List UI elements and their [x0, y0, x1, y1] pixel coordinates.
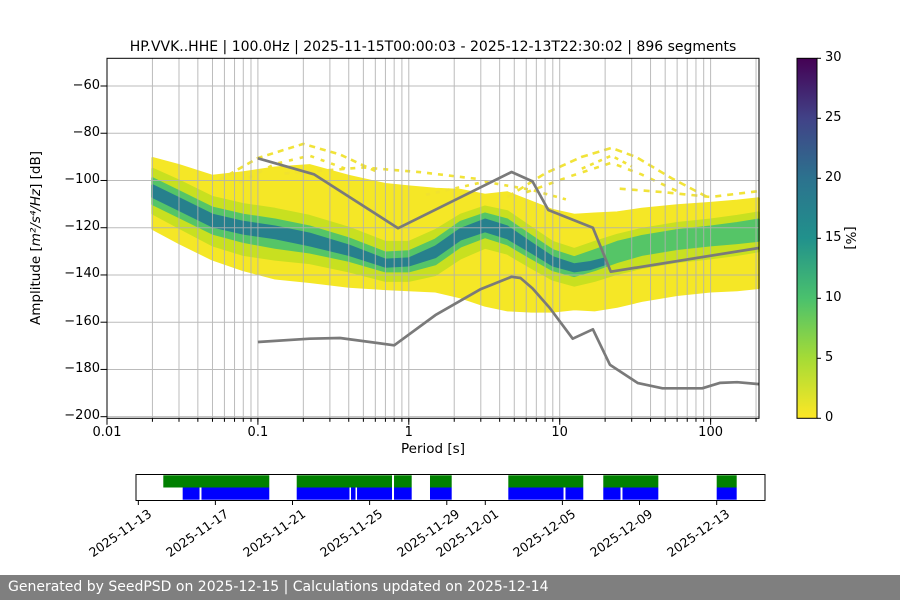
- ppsd-density-cloud: [151, 142, 760, 313]
- timeline-segment-data-availability: [508, 475, 584, 488]
- timeline-segment-psd-coverage: [201, 487, 270, 500]
- colorbar-tick-label: 0: [825, 409, 834, 425]
- timeline-segment-psd-coverage: [182, 487, 200, 500]
- timeline-segment-data-availability: [716, 475, 737, 488]
- y-axis-label-units: m²/s⁴/Hz: [28, 188, 44, 247]
- axes-frame: [106, 57, 760, 419]
- timeline-segment-data-availability: [163, 475, 270, 488]
- plot-title: HP.VVK..HHE | 100.0Hz | 2025-11-15T00:00…: [129, 39, 737, 55]
- timeline-segment-psd-coverage: [565, 487, 584, 500]
- timeline-segment-psd-coverage: [508, 487, 564, 500]
- colorbar-tick-label: 15: [825, 229, 842, 245]
- x-tick-label: 1: [404, 425, 413, 441]
- x-tick-label: 100: [698, 425, 723, 441]
- x-tick-label: 10: [551, 425, 568, 441]
- timeline-segment-psd-coverage: [394, 487, 412, 500]
- y-tick-label: −100: [64, 171, 100, 187]
- y-tick-label: −200: [64, 408, 100, 424]
- y-tick-label: −120: [64, 219, 100, 235]
- timeline-segment-data-availability: [603, 475, 659, 488]
- sparse-streak-1: [506, 146, 708, 199]
- colorbar-tick-label: 10: [825, 289, 842, 305]
- timeline-segment-data-availability: [394, 475, 412, 488]
- low-noise-model-line: [257, 275, 760, 390]
- x-tick-label: 0.01: [92, 425, 122, 441]
- sparse-streak-7: [425, 180, 567, 201]
- timeline-segment-psd-coverage: [350, 487, 356, 500]
- y-tick-label: −80: [72, 124, 100, 140]
- y-tick-label: −160: [64, 313, 100, 329]
- colorbar-tick-label: 25: [825, 109, 842, 125]
- y-tick-label: −140: [64, 266, 100, 282]
- y-axis-label: Amplitude [m²/s⁴/Hz] [dB]: [28, 128, 48, 348]
- y-axis-label-prefix: Amplitude [: [28, 246, 44, 326]
- sparse-streak-5: [238, 154, 350, 184]
- colorbar-tick-label: 20: [825, 169, 842, 185]
- timeline-segment-psd-coverage: [603, 487, 621, 500]
- y-tick-label: −180: [64, 360, 100, 376]
- sparse-streak-3: [581, 154, 633, 170]
- grid-lines: [107, 58, 759, 419]
- footer-bar: Generated by SeedPSD on 2025-12-15 | Cal…: [0, 575, 900, 600]
- y-axis-label-suffix: ] [dB]: [28, 150, 44, 189]
- sparse-streak-6: [284, 166, 481, 181]
- timeline-segment-psd-coverage: [357, 487, 393, 500]
- y-tick-label: −60: [72, 77, 100, 93]
- colorbar-tick-label: 30: [825, 49, 842, 65]
- timeline-segment-data-availability: [296, 475, 393, 488]
- x-axis-label: Period [s]: [401, 441, 465, 457]
- timeline-segment-psd-coverage: [296, 487, 350, 500]
- timeline-segment-psd-coverage: [429, 487, 452, 500]
- axis-ticks: [100, 85, 757, 425]
- timeline-segment-psd-coverage: [716, 487, 737, 500]
- high-noise-model-line: [257, 157, 760, 274]
- x-tick-label: 0.1: [247, 425, 269, 441]
- timeline-segment-data-availability: [429, 475, 452, 488]
- timeline-segment-psd-coverage: [622, 487, 659, 500]
- colorbar-tick-label: 5: [825, 349, 834, 365]
- colorbar-gradient-bar: [797, 58, 817, 419]
- sparse-streak-8: [619, 187, 760, 199]
